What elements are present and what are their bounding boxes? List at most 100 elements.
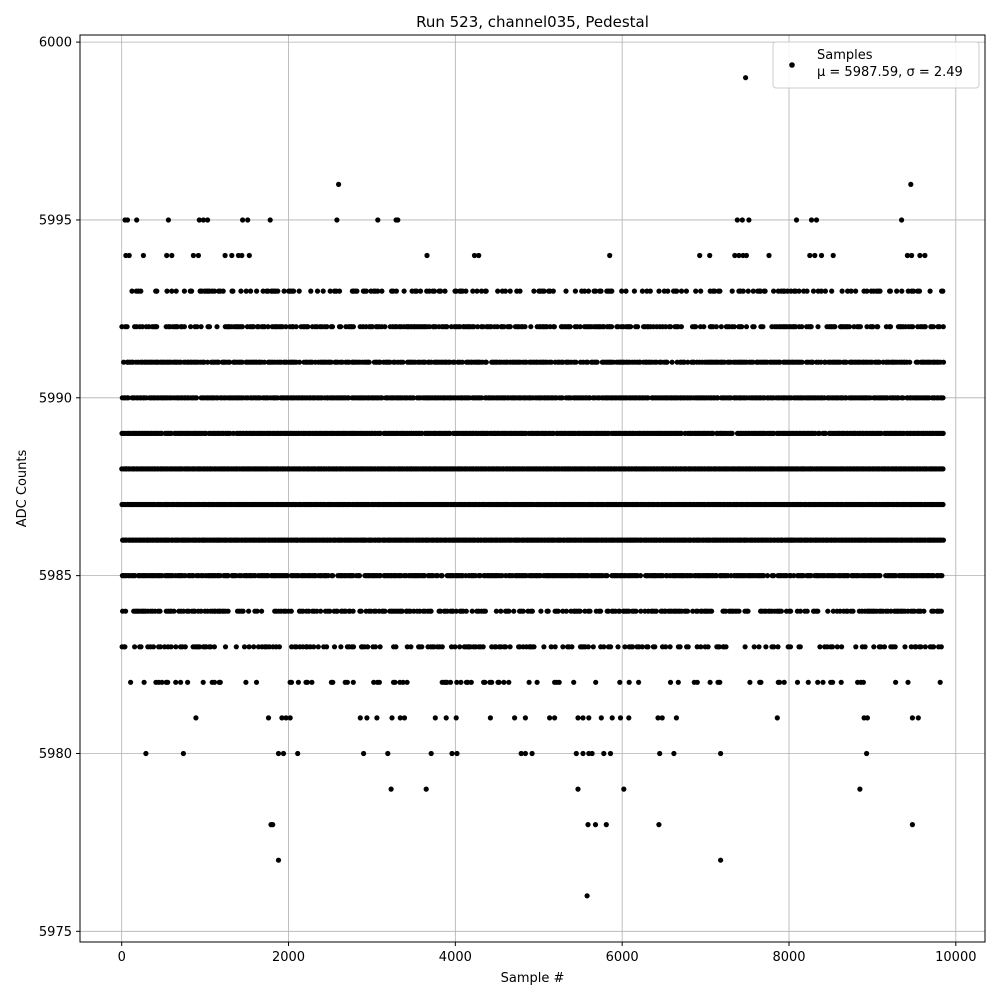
- data-point: [126, 252, 132, 259]
- data-point: [645, 395, 651, 401]
- data-point: [567, 324, 573, 330]
- data-point: [366, 359, 372, 365]
- data-point: [538, 608, 544, 614]
- data-point: [593, 288, 599, 294]
- data-point: [239, 252, 245, 259]
- data-point: [736, 608, 742, 614]
- data-point: [193, 395, 200, 401]
- data-point: [227, 359, 233, 365]
- data-point: [165, 679, 171, 685]
- data-point: [685, 644, 691, 650]
- data-point: [169, 252, 175, 259]
- data-point: [771, 288, 777, 294]
- data-point: [241, 644, 248, 650]
- data-point: [253, 679, 260, 685]
- data-point: [211, 679, 218, 685]
- data-point: [810, 359, 816, 365]
- data-point: [715, 395, 721, 401]
- data-point: [690, 608, 696, 614]
- data-point: [743, 75, 749, 81]
- data-point: [663, 644, 669, 650]
- data-point: [899, 288, 905, 294]
- data-point: [635, 324, 641, 330]
- data-point: [669, 359, 675, 365]
- data-point: [839, 644, 845, 650]
- data-point: [205, 359, 211, 365]
- data-point: [483, 288, 489, 294]
- data-point: [685, 359, 691, 365]
- data-point: [843, 359, 849, 365]
- data-point: [419, 644, 425, 650]
- data-point: [683, 288, 690, 294]
- data-point: [164, 252, 170, 259]
- data-point: [636, 679, 642, 685]
- y-tick-label: 5990: [39, 391, 72, 406]
- data-point: [293, 324, 299, 330]
- data-point: [694, 644, 700, 650]
- data-point: [575, 786, 581, 792]
- data-point: [656, 822, 662, 828]
- data-point: [607, 750, 614, 757]
- data-point: [713, 324, 720, 330]
- data-point: [288, 679, 295, 685]
- data-point: [198, 324, 204, 330]
- data-point: [138, 644, 144, 650]
- data-point: [829, 644, 836, 650]
- data-point: [246, 608, 252, 614]
- data-points: [119, 75, 947, 899]
- data-point: [328, 359, 334, 365]
- data-point: [154, 324, 160, 330]
- data-point: [275, 750, 282, 757]
- data-point: [173, 644, 179, 650]
- data-point: [918, 644, 924, 650]
- legend-series-label: Samples: [817, 48, 873, 63]
- data-point: [630, 644, 636, 650]
- data-point: [522, 715, 529, 721]
- data-point: [750, 288, 756, 294]
- data-point: [548, 359, 554, 365]
- data-point: [474, 288, 480, 294]
- data-point: [815, 324, 821, 330]
- data-point: [853, 644, 859, 650]
- data-point: [243, 679, 249, 685]
- data-point: [417, 288, 424, 294]
- data-point: [197, 644, 203, 650]
- data-point: [128, 679, 134, 685]
- legend-box: [772, 41, 980, 89]
- data-point: [655, 715, 661, 721]
- data-point: [637, 573, 644, 579]
- data-point: [563, 288, 569, 294]
- data-point: [280, 750, 287, 757]
- data-point: [139, 324, 146, 330]
- data-point: [617, 679, 623, 685]
- data-point: [804, 288, 810, 294]
- data-point: [607, 252, 613, 259]
- data-point: [122, 644, 128, 650]
- data-point: [573, 359, 579, 365]
- data-point: [428, 750, 434, 757]
- data-point: [363, 288, 369, 294]
- data-point: [938, 644, 944, 650]
- data-point: [589, 750, 595, 757]
- data-point: [482, 679, 488, 685]
- data-point: [718, 857, 724, 863]
- data-point: [698, 644, 704, 650]
- data-point: [423, 786, 429, 792]
- data-point: [124, 324, 130, 330]
- data-point: [908, 644, 914, 650]
- data-point: [545, 608, 551, 614]
- data-point: [134, 217, 140, 223]
- data-point: [647, 288, 653, 294]
- data-point: [580, 750, 586, 757]
- data-point: [839, 288, 845, 294]
- data-point: [846, 324, 853, 330]
- data-point: [939, 573, 945, 579]
- data-point: [797, 644, 803, 650]
- data-point: [365, 644, 371, 650]
- data-point: [830, 608, 836, 614]
- data-point: [677, 644, 683, 650]
- data-point: [526, 679, 532, 685]
- data-point: [633, 608, 639, 614]
